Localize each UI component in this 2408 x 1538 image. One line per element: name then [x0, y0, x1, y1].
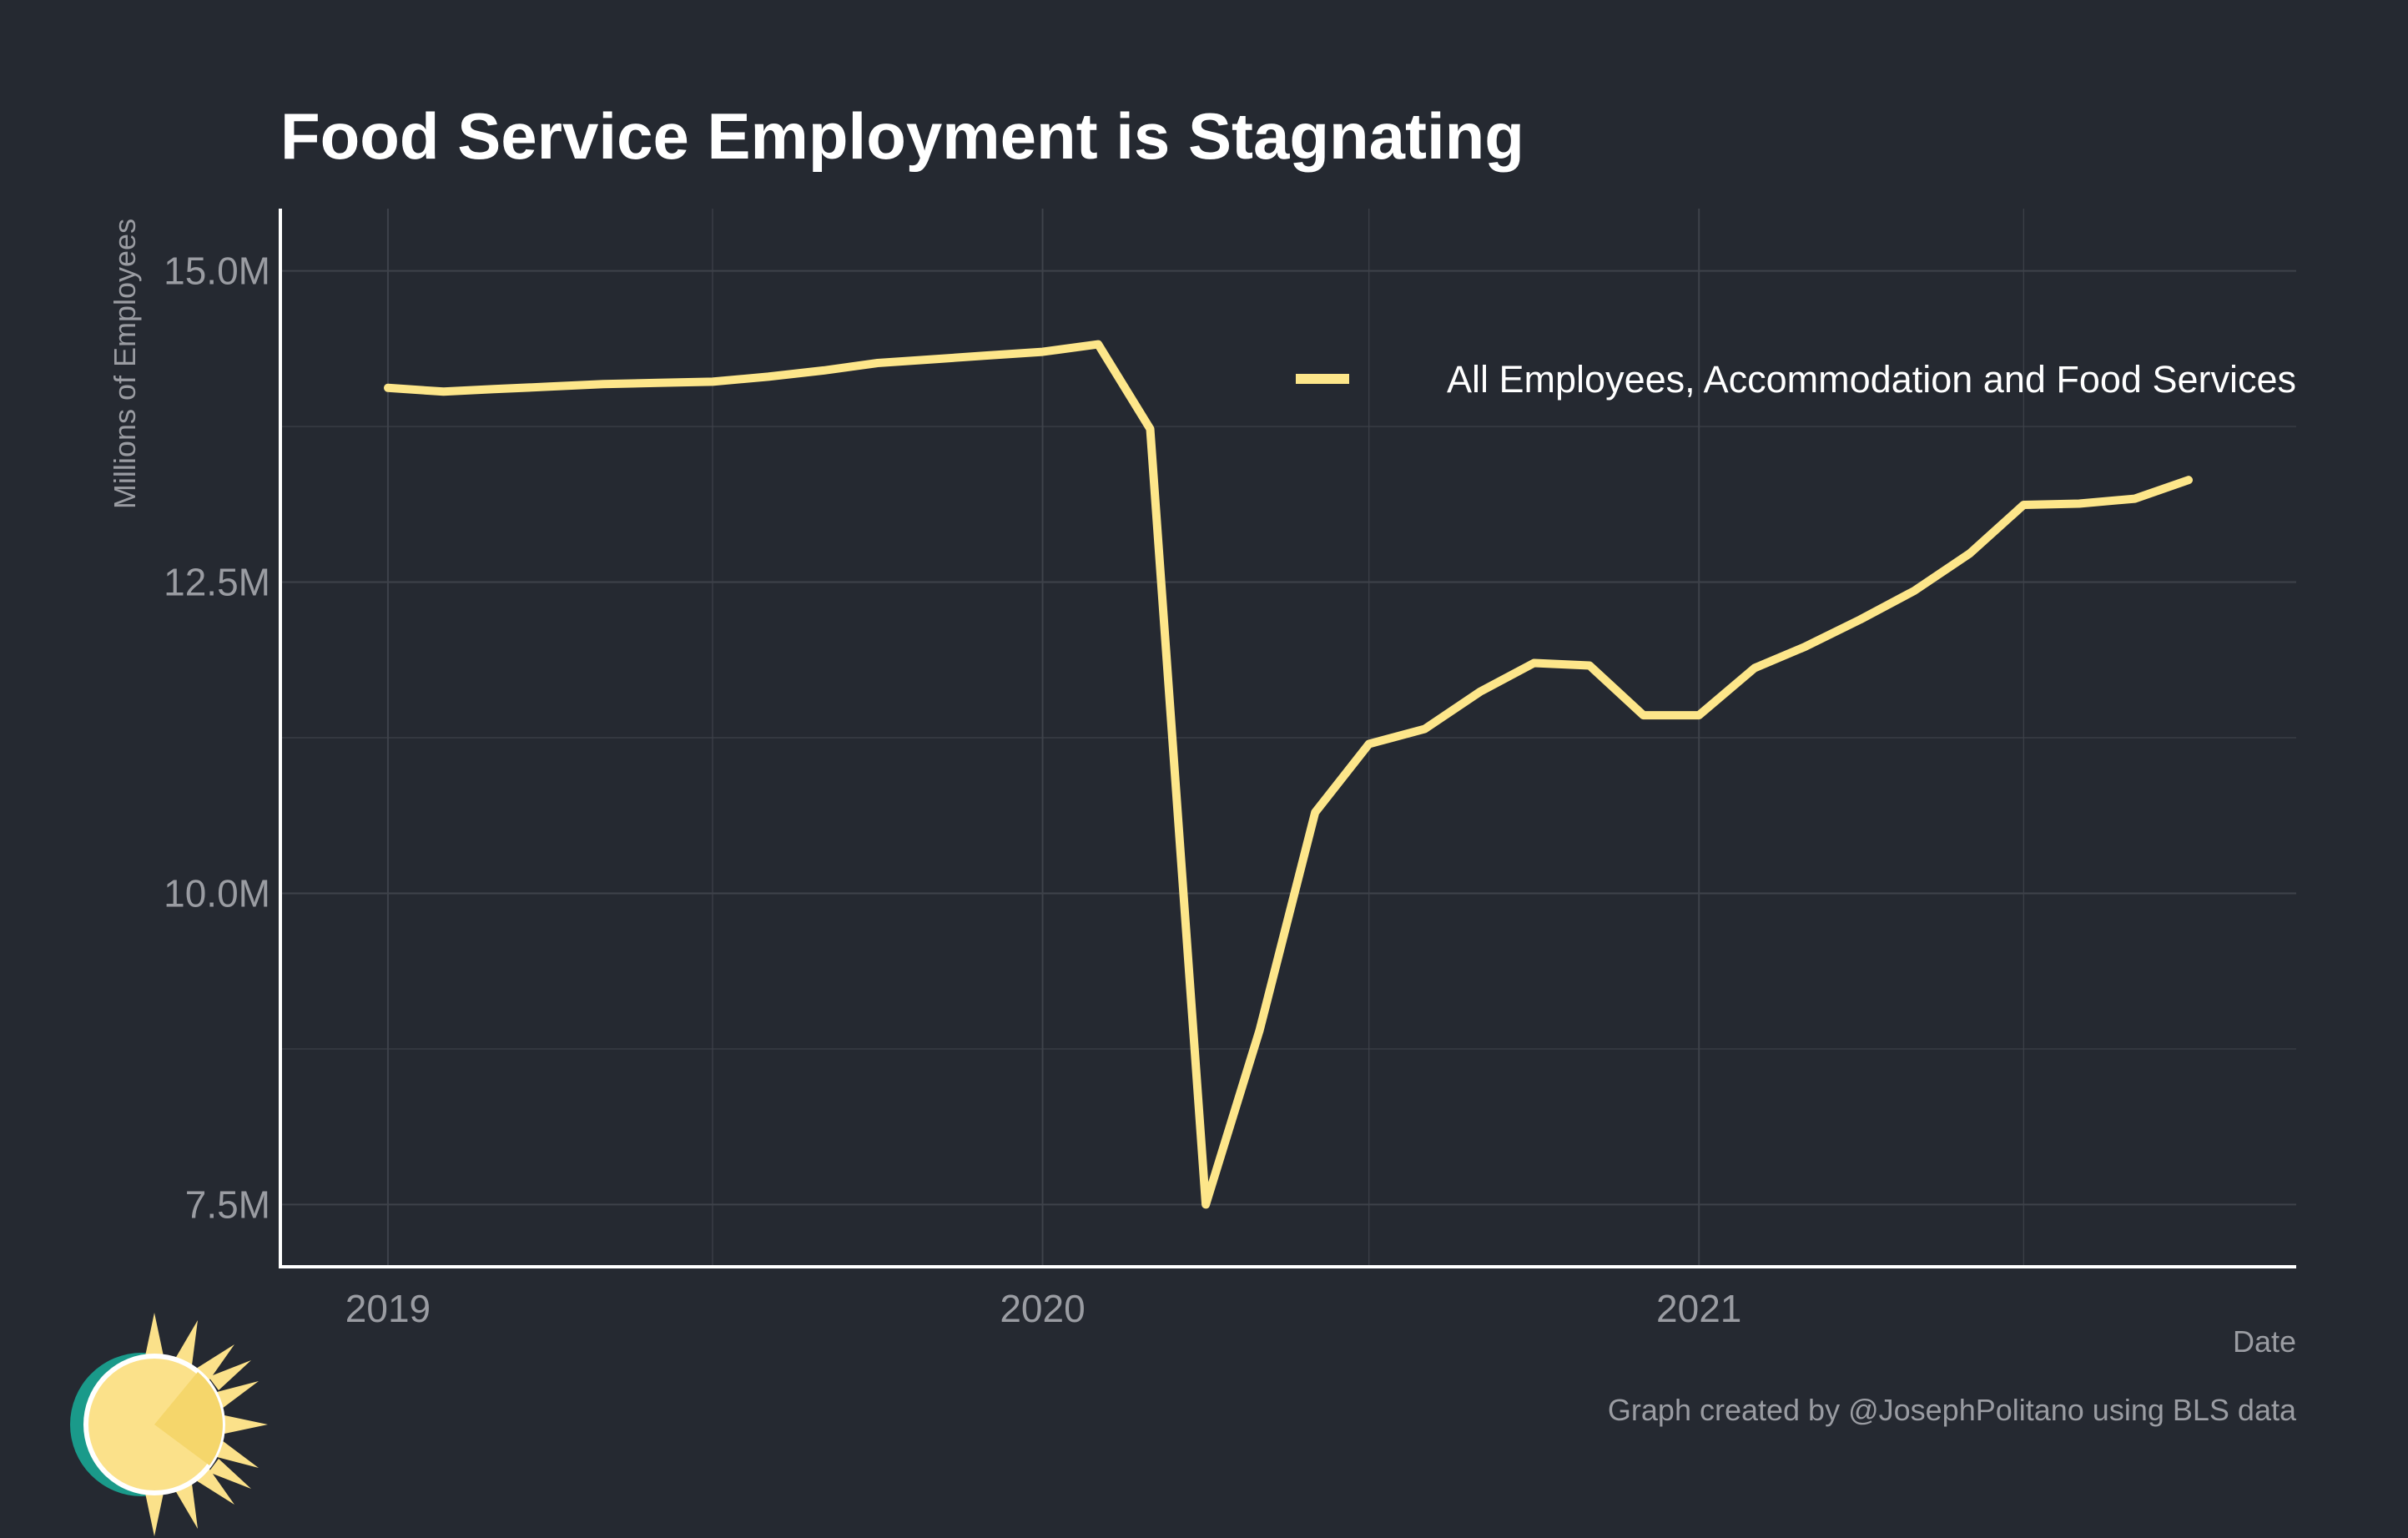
y-axis-label: Millions of Employees — [108, 219, 142, 509]
chart-title: Food Service Employment is Stagnating — [280, 99, 1524, 173]
x-axis-label: Date — [2233, 1324, 2296, 1359]
y-tick-label: 15.0M — [164, 250, 270, 293]
tick-labels: 7.5M 10.0M 12.5M 15.0M 2019 2020 2021 — [164, 250, 1741, 1330]
y-tick-label: 12.5M — [164, 561, 270, 604]
caption: Graph created by @JosephPolitano using B… — [1608, 1393, 2297, 1427]
series-line-accommodation-food-services — [384, 340, 2193, 1209]
legend-label: All Employees, Accommodation and Food Se… — [1447, 358, 2296, 401]
axes — [279, 209, 2296, 1268]
x-tick-label: 2021 — [1656, 1287, 1741, 1330]
x-tick-label: 2019 — [345, 1287, 431, 1330]
y-tick-label: 10.0M — [164, 871, 270, 915]
legend: All Employees, Accommodation and Food Se… — [1296, 358, 2296, 401]
y-tick-label: 7.5M — [185, 1182, 270, 1226]
sun-logo-icon — [70, 1313, 268, 1536]
x-tick-label: 2020 — [1000, 1287, 1085, 1330]
